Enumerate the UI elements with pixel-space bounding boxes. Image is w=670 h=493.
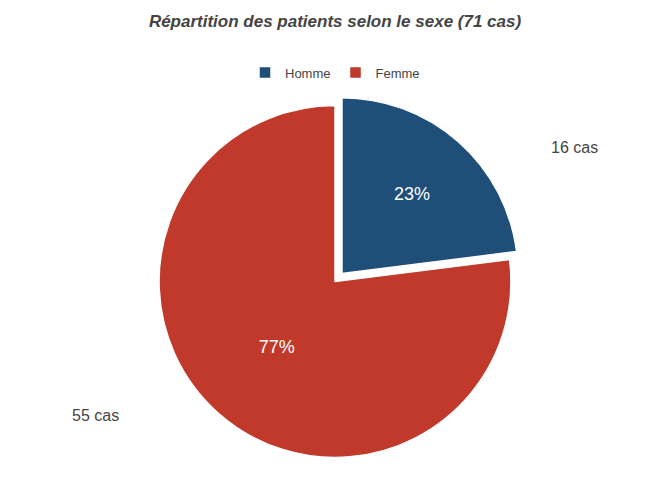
svg-text:Répartition des patients selon: Répartition des patients selon le sexe (…: [149, 12, 522, 31]
svg-text:23%: 23%: [394, 184, 430, 204]
svg-text:77%: 77%: [259, 337, 295, 357]
svg-text:55 cas: 55 cas: [72, 407, 119, 424]
svg-text:16 cas: 16 cas: [551, 139, 598, 156]
svg-text:Homme: Homme: [285, 66, 331, 81]
svg-text:Femme: Femme: [376, 66, 420, 81]
